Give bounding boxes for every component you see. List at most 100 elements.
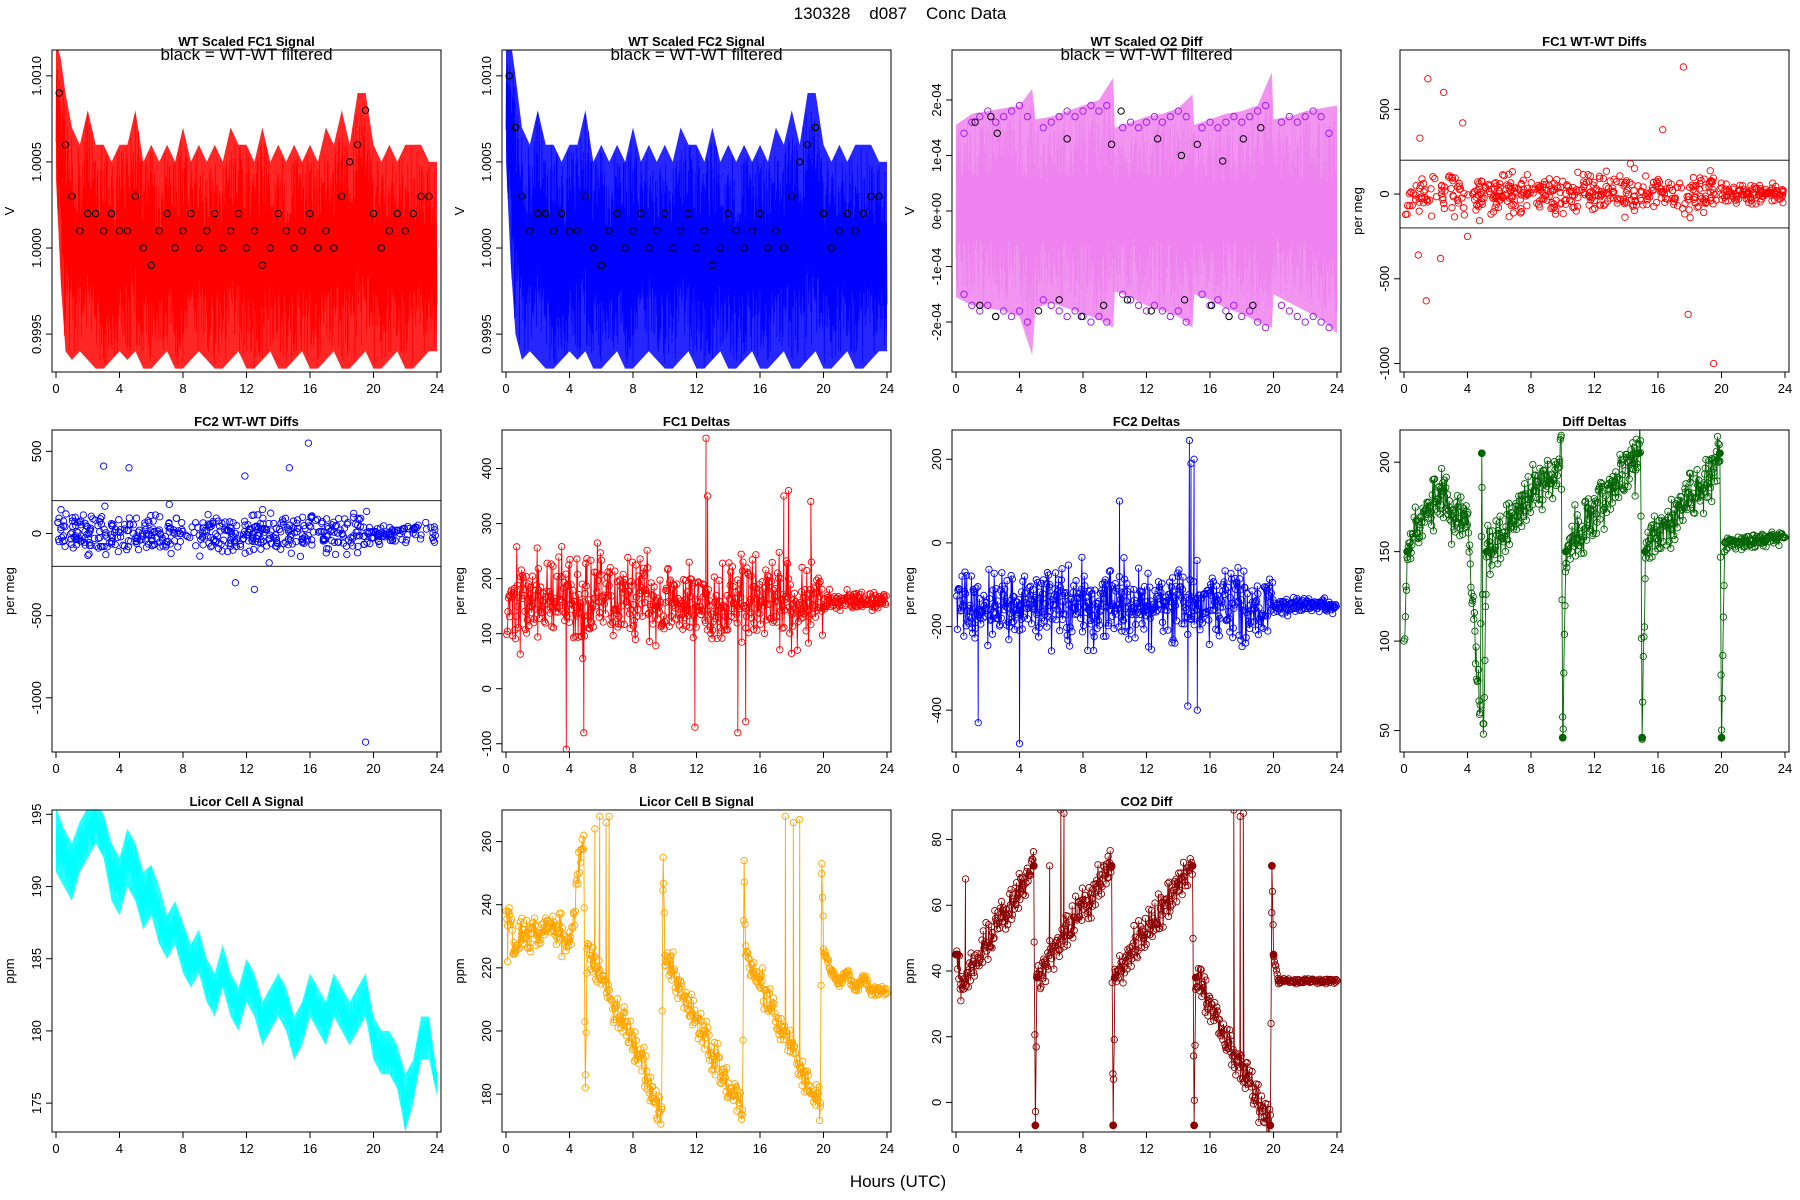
data-point (1219, 157, 1227, 165)
data-point (69, 544, 77, 552)
data-point (1656, 184, 1664, 192)
data-point (1691, 199, 1699, 207)
data-point (1718, 191, 1727, 199)
data-point (1474, 677, 1482, 685)
data-point (557, 572, 565, 581)
data-point (1507, 179, 1515, 187)
y-axis-label: ppm (452, 958, 467, 983)
x-tick-label: 4 (1464, 381, 1471, 396)
data-point (960, 632, 968, 640)
data-point (1143, 602, 1151, 610)
data-point (737, 1115, 746, 1123)
data-point (416, 535, 425, 543)
data-point (1486, 570, 1494, 579)
data-point (810, 585, 818, 593)
data-point (1147, 307, 1155, 315)
x-tick-label: 24 (1330, 1141, 1344, 1156)
data-point (741, 920, 749, 929)
data-point (77, 521, 85, 529)
data-point (956, 585, 964, 594)
data-point (767, 577, 776, 586)
data-point (231, 529, 240, 538)
data-point (1081, 582, 1089, 590)
data-point (1258, 1107, 1266, 1115)
data-point (1320, 594, 1329, 602)
data-point (684, 611, 693, 620)
panel-title: CO2 Diff (1121, 794, 1174, 809)
data-point (968, 118, 976, 126)
data-point (1240, 567, 1248, 575)
data-point (744, 949, 752, 957)
data-point (1700, 208, 1708, 217)
data-point (1285, 307, 1294, 315)
data-point (1426, 501, 1435, 510)
data-point (1600, 525, 1608, 533)
data-point (725, 594, 734, 603)
data-point (511, 123, 520, 132)
data-point (1011, 625, 1019, 634)
data-point (574, 880, 582, 888)
data-point (600, 600, 609, 608)
data-point (1631, 492, 1639, 500)
data-point (520, 591, 528, 600)
data-point (1293, 118, 1302, 126)
data-point (1595, 172, 1604, 180)
data-point (1061, 592, 1069, 600)
data-point (1573, 203, 1582, 211)
data-point (1416, 184, 1424, 192)
data-point (1418, 175, 1426, 183)
data-point (700, 581, 709, 589)
data-point (94, 544, 103, 552)
y-tick-label: 20 (929, 1029, 944, 1043)
data-point (205, 539, 213, 547)
data-point (677, 979, 685, 987)
data-point (409, 209, 417, 218)
data-point (569, 634, 578, 642)
data-point (1173, 898, 1181, 906)
data-point (606, 563, 614, 572)
data-point (555, 553, 563, 561)
data-point (591, 825, 599, 833)
data-point (348, 534, 357, 543)
y-tick-label: 400 (479, 458, 494, 480)
data-point (173, 529, 181, 537)
data-point (1074, 603, 1083, 611)
data-point (1429, 173, 1437, 181)
data-point (1179, 573, 1187, 581)
data-point (1502, 501, 1511, 509)
data-point (503, 957, 512, 966)
data-point (1268, 887, 1277, 896)
y-tick-label: 1.0010 (29, 56, 44, 96)
data-point (279, 518, 287, 526)
data-point (595, 957, 603, 965)
x-tick-label: 24 (1778, 381, 1792, 396)
data-point (590, 953, 598, 961)
data-point (738, 1106, 747, 1114)
data-point (1194, 983, 1202, 991)
data-point (1649, 520, 1657, 529)
data-point (1643, 200, 1651, 209)
data-point (748, 556, 756, 564)
data-point (1087, 586, 1095, 594)
data-point (1158, 579, 1166, 588)
data-point (703, 589, 711, 598)
data-point (1142, 598, 1150, 606)
data-point (72, 535, 80, 544)
data-point (1418, 193, 1426, 201)
data-point (811, 613, 820, 621)
data-point (1751, 543, 1759, 551)
x-tick-label: 4 (116, 1141, 123, 1156)
data-point (1222, 1046, 1230, 1054)
data-point (749, 625, 758, 634)
data-point (1097, 606, 1105, 614)
data-point (411, 523, 419, 531)
data-point (666, 956, 674, 964)
data-point (1180, 620, 1188, 628)
data-point (1776, 195, 1784, 203)
data-point (1549, 494, 1557, 503)
data-point (1206, 118, 1214, 126)
data-point (1661, 520, 1669, 529)
data-point (1652, 198, 1661, 207)
data-point (1548, 198, 1556, 207)
data-point (1766, 188, 1774, 196)
